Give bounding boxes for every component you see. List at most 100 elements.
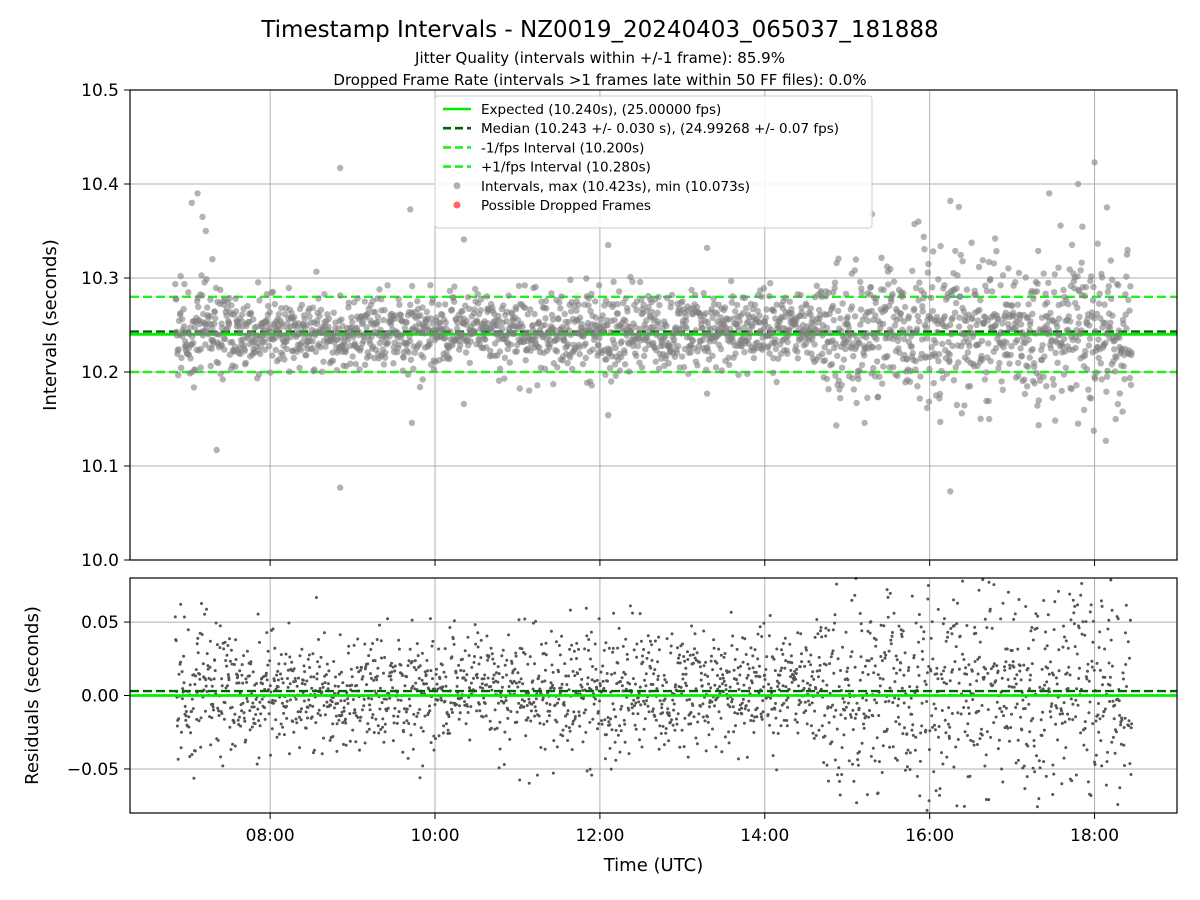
residual-point [610, 672, 614, 676]
residual-point [959, 712, 963, 716]
interval-point [532, 283, 539, 291]
interval-point [1046, 328, 1053, 336]
residual-point [206, 664, 210, 668]
residual-point [393, 669, 397, 673]
interval-point [407, 301, 414, 308]
interval-outlier-point [194, 190, 201, 197]
residual-point [1008, 739, 1011, 743]
residual-point [978, 737, 982, 741]
interval-point [330, 309, 337, 316]
residual-point [831, 649, 835, 653]
interval-point [527, 306, 534, 313]
residual-point [481, 715, 485, 719]
interval-point [256, 350, 264, 357]
residual-point [1004, 706, 1008, 710]
interval-point [1015, 269, 1023, 277]
residual-point [442, 670, 446, 674]
interval-point [390, 360, 397, 367]
residual-point [346, 651, 350, 655]
residual-point [232, 721, 236, 725]
residual-point [572, 710, 576, 714]
residual-point [196, 651, 200, 655]
residual-point [868, 709, 871, 712]
interval-point [607, 346, 614, 353]
interval-point [1082, 283, 1090, 291]
residual-point [466, 635, 470, 639]
residual-point [781, 652, 785, 656]
residual-point [194, 674, 198, 678]
residual-point [986, 671, 990, 675]
residual-point [391, 739, 395, 743]
residual-point [624, 637, 628, 641]
interval-point [718, 367, 725, 374]
interval-point [576, 350, 583, 358]
residual-point [1088, 610, 1092, 614]
interval-point [406, 337, 414, 345]
residual-point [594, 697, 597, 701]
interval-point [659, 342, 666, 349]
residual-point [954, 645, 958, 649]
residual-point [592, 702, 596, 706]
residual-point [379, 639, 383, 643]
interval-point [1103, 373, 1111, 380]
residual-point [795, 720, 799, 724]
residual-point [818, 669, 822, 672]
residual-point [525, 704, 529, 707]
residual-point [311, 652, 315, 656]
residual-point [366, 662, 370, 666]
residual-point [286, 668, 290, 672]
residual-point [591, 665, 594, 668]
residual-point [666, 707, 670, 711]
residual-point [495, 726, 499, 730]
residual-point [732, 668, 736, 672]
y-tick-label-bottom: 0.05 [81, 613, 119, 633]
residuals-y-axis-label: Residuals (seconds) [22, 606, 43, 785]
interval-point [1007, 351, 1014, 359]
residual-point [739, 664, 743, 668]
residual-point [598, 684, 602, 688]
interval-point [449, 342, 456, 349]
residual-point [540, 680, 544, 684]
residual-point [512, 679, 516, 683]
residual-point [454, 671, 458, 675]
residual-point [940, 677, 944, 681]
residual-point [413, 659, 417, 663]
residual-point [426, 669, 429, 673]
interval-point [557, 305, 564, 312]
residual-point [634, 701, 638, 705]
residual-point [176, 757, 180, 761]
residual-point [222, 717, 226, 721]
interval-point [821, 357, 829, 364]
residual-point [847, 701, 850, 705]
residual-point [380, 701, 384, 705]
residual-point [765, 655, 769, 659]
interval-point [266, 342, 273, 350]
residual-point [886, 595, 890, 599]
interval-point [1127, 283, 1134, 290]
residual-point [691, 704, 695, 707]
interval-point [991, 235, 999, 242]
interval-outlier-point [605, 241, 612, 249]
residual-point [566, 709, 570, 713]
residual-point [652, 672, 656, 676]
residual-point [744, 704, 748, 708]
residual-point [294, 679, 297, 683]
residual-point [552, 739, 556, 743]
residual-point [945, 682, 948, 686]
residual-point [1046, 613, 1050, 617]
residual-point [244, 677, 248, 681]
residual-point [701, 702, 705, 706]
interval-point [960, 308, 968, 315]
interval-point [1021, 390, 1029, 398]
residual-point [635, 642, 639, 646]
interval-point [1109, 312, 1116, 319]
residual-point [323, 713, 327, 717]
residual-point [618, 750, 622, 754]
interval-point [239, 311, 246, 318]
residual-point [684, 681, 687, 685]
residual-point [878, 676, 882, 680]
interval-point [197, 345, 205, 352]
interval-point [1101, 301, 1108, 308]
interval-point [429, 296, 437, 303]
residual-point [676, 712, 680, 716]
